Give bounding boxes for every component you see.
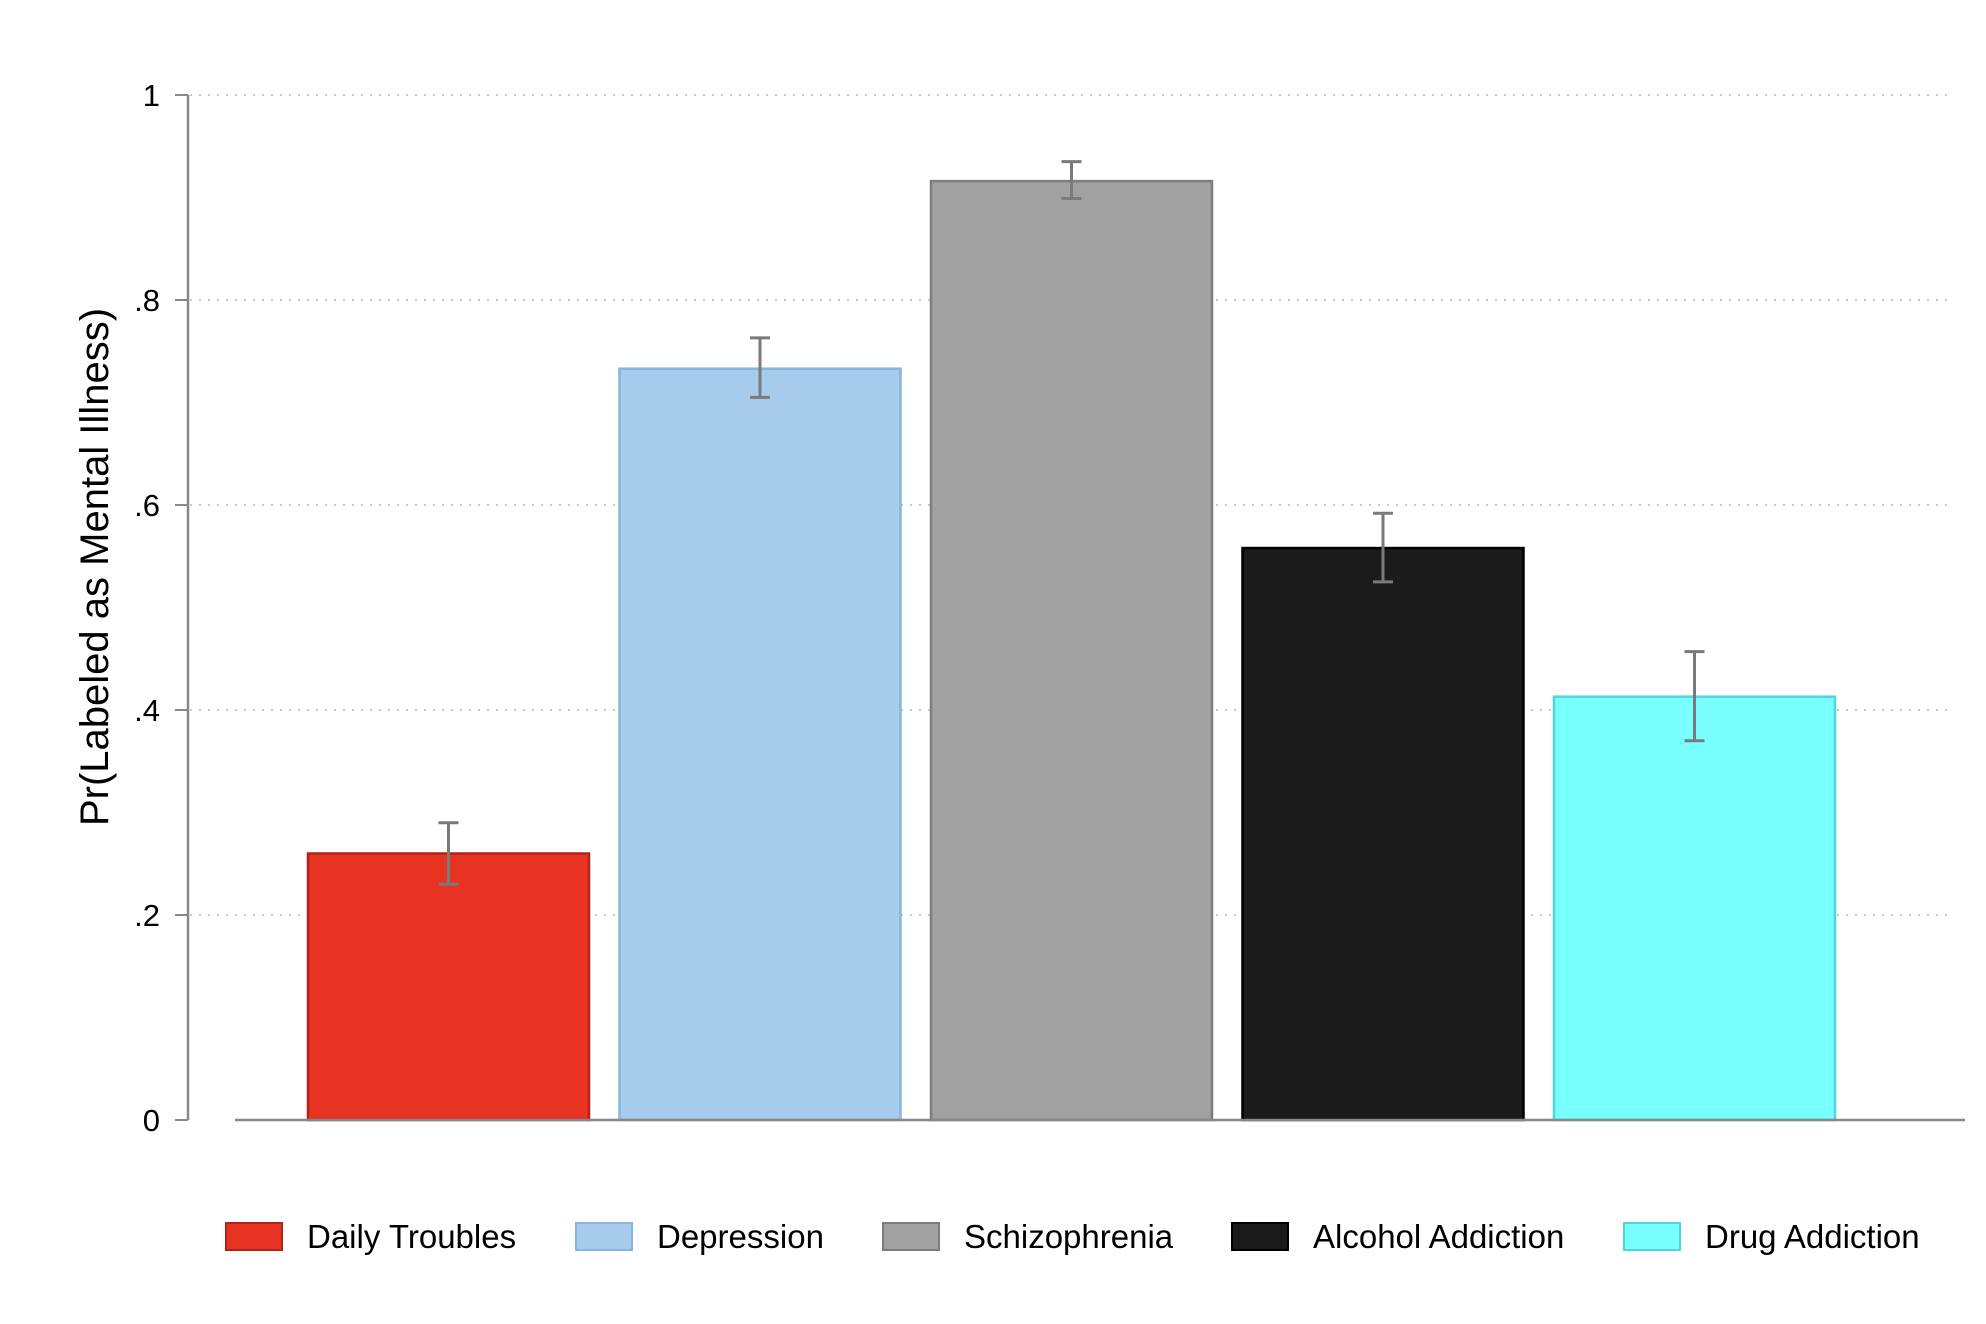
bar: [306, 852, 591, 1122]
y-axis-title: Pr(Labeled as Mental Illness): [73, 308, 117, 826]
legend-label: Depression: [657, 1218, 824, 1255]
legend-label: Daily Troubles: [307, 1218, 516, 1255]
y-tick-label: .6: [134, 488, 160, 523]
error-bars: [438, 160, 1705, 886]
bar: [1552, 695, 1837, 1122]
bar: [929, 179, 1214, 1122]
bar: [1241, 546, 1525, 1122]
legend-swatch: [1623, 1222, 1681, 1251]
bars: [306, 179, 1837, 1122]
y-tick-label: 1: [143, 78, 160, 113]
axes: [186, 95, 1965, 1122]
bar: [618, 367, 902, 1122]
legend: Daily Troubles Depression Schizophrenia Alc…: [225, 1218, 1920, 1255]
y-tick-label: .2: [134, 898, 160, 933]
legend-swatch: [1231, 1222, 1289, 1251]
legend-label: Schizophrenia: [964, 1218, 1174, 1255]
legend-swatch: [882, 1222, 940, 1251]
y-tick-label: .8: [134, 283, 160, 318]
legend-swatch: [225, 1222, 283, 1251]
y-tick-label: 0: [143, 1103, 160, 1138]
legend-label: Alcohol Addiction: [1313, 1218, 1564, 1255]
y-ticks: 0 .2 .4 .6 .8 1: [134, 78, 188, 1138]
legend-label: Drug Addiction: [1705, 1218, 1920, 1255]
y-tick-label: .4: [134, 693, 160, 728]
legend-swatch: [575, 1222, 633, 1251]
